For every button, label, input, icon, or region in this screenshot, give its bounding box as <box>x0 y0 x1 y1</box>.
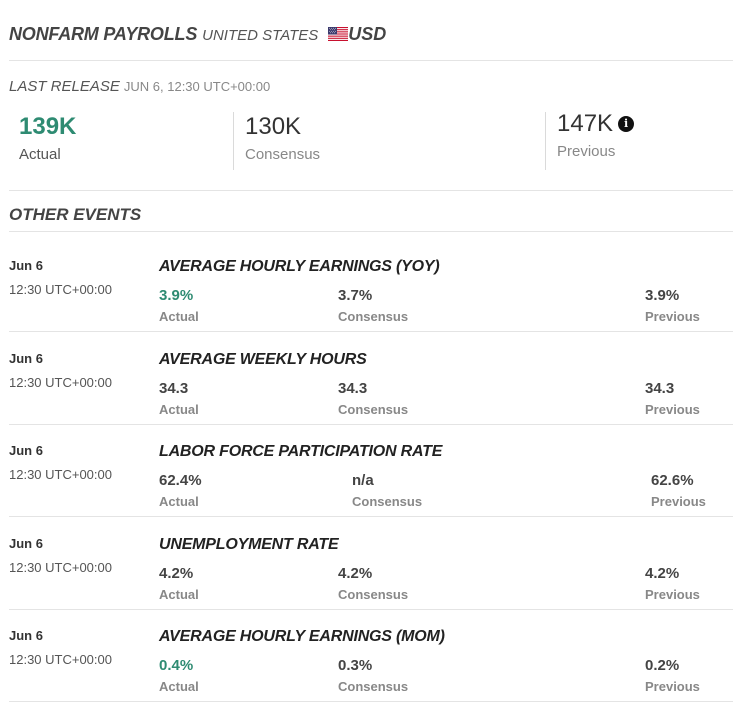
event-name[interactable]: UNEMPLOYMENT RATE <box>159 535 339 553</box>
event-previous-value: 62.6% <box>651 472 694 489</box>
event-consensus-value: n/a <box>352 472 374 489</box>
event-previous-value: 0.2% <box>645 657 680 674</box>
event-previous-label: Previous <box>645 586 700 602</box>
event-actual-value: 4.2% <box>159 564 194 582</box>
event-consensus: 4.2% Consensus <box>338 564 408 606</box>
event-previous-value: 4.2% <box>645 564 680 582</box>
event-consensus-label: Consensus <box>338 309 409 324</box>
event-actual: 3.9% Actual <box>159 286 199 328</box>
event-time: 12:30 UTC+00:00 <box>9 467 112 482</box>
us-flag-icon <box>328 27 349 41</box>
event-previous: 4.2% Previous <box>645 564 700 606</box>
event-previous-label: Previous <box>645 401 700 417</box>
stat-separator <box>233 112 234 170</box>
event-consensus-label: Consensus <box>338 679 409 694</box>
event-previous: 62.6% Previous <box>651 471 706 513</box>
event-name[interactable]: AVERAGE WEEKLY HOURS <box>159 350 367 368</box>
info-icon[interactable]: i <box>618 116 635 132</box>
event-previous: 34.3 Previous <box>645 379 700 421</box>
event-country: UNITED STATES <box>202 27 319 44</box>
event-title: NONFARM PAYROLLS <box>9 24 198 44</box>
event-previous: 0.2% Previous <box>645 656 700 698</box>
event-consensus-label: Consensus <box>352 494 423 509</box>
event-date: Jun 6 <box>9 350 43 366</box>
event-time: 12:30 UTC+00:00 <box>9 652 112 667</box>
event-actual-label: Actual <box>159 679 199 694</box>
event-header: NONFARM PAYROLLS UNITED STATES USD <box>9 24 733 52</box>
event-time: 12:30 UTC+00:00 <box>9 282 112 297</box>
event-consensus: 0.3% Consensus <box>338 656 408 698</box>
event-previous-value: 34.3 <box>645 379 675 397</box>
event-previous-value: 3.9% <box>645 287 680 304</box>
stat-consensus-label: Consensus <box>245 146 321 163</box>
event-consensus: n/a Consensus <box>352 471 422 513</box>
event-consensus: 3.7% Consensus <box>338 286 408 328</box>
event-actual-value: 34.3 <box>159 379 189 397</box>
last-release-date: JUN 6, 12:30 UTC+00:00 <box>123 79 271 94</box>
event-consensus: 34.3 Consensus <box>338 379 408 421</box>
event-row[interactable]: Jun 6 12:30 UTC+00:00 AVERAGE HOURLY EARNI… <box>9 240 733 332</box>
stat-previous: 147K i Previous <box>557 109 635 167</box>
event-consensus-label: Consensus <box>338 401 409 417</box>
event-date: Jun 6 <box>9 258 43 273</box>
header-divider <box>9 60 733 61</box>
other-events-title: OTHER EVENTS <box>9 205 142 224</box>
event-row[interactable]: Jun 6 12:30 UTC+00:00 AVERAGE WEEKLY HOURS… <box>9 333 733 425</box>
event-actual-value: 62.4% <box>159 472 202 489</box>
event-actual-value: 0.4% <box>159 657 194 674</box>
event-time: 12:30 UTC+00:00 <box>9 559 112 575</box>
event-row[interactable]: Jun 6 12:30 UTC+00:00 UNEMPLOYMENT RATE 4.2… <box>9 518 733 610</box>
stat-consensus-value: 130K <box>245 113 302 140</box>
event-name[interactable]: AVERAGE HOURLY EARNINGS (YOY) <box>159 258 440 275</box>
stat-previous-value: 147K <box>557 110 614 137</box>
stat-separator <box>545 112 546 170</box>
event-consensus-value: 4.2% <box>338 564 373 582</box>
event-currency: USD <box>348 24 387 44</box>
event-actual: 34.3 Actual <box>159 379 199 421</box>
event-previous-label: Previous <box>651 494 706 509</box>
stats-divider <box>9 190 733 191</box>
event-previous: 3.9% Previous <box>645 286 700 328</box>
stat-previous-label: Previous <box>557 143 616 160</box>
event-consensus-value: 3.7% <box>338 287 373 304</box>
stat-consensus: 130K Consensus <box>245 112 320 170</box>
event-actual: 0.4% Actual <box>159 656 199 698</box>
event-time: 12:30 UTC+00:00 <box>9 374 112 390</box>
event-row[interactable]: Jun 6 12:30 UTC+00:00 AVERAGE HOURLY EARNI… <box>9 610 733 702</box>
event-actual-label: Actual <box>159 586 199 602</box>
event-date: Jun 6 <box>9 535 43 551</box>
last-release: LAST RELEASE JUN 6, 12:30 UTC+00:00 <box>9 78 270 95</box>
event-actual-label: Actual <box>159 401 199 417</box>
section-divider <box>9 231 733 232</box>
event-consensus-value: 0.3% <box>338 657 373 674</box>
last-release-label: LAST RELEASE <box>9 78 120 95</box>
event-previous-label: Previous <box>645 309 700 324</box>
event-date: Jun 6 <box>9 443 43 458</box>
stat-actual: 139K Actual <box>19 112 76 170</box>
event-actual-value: 3.9% <box>159 287 194 304</box>
event-actual-label: Actual <box>159 494 199 509</box>
stat-actual-label: Actual <box>19 146 61 163</box>
event-consensus-value: 34.3 <box>338 379 368 397</box>
event-row[interactable]: Jun 6 12:30 UTC+00:00 LABOR FORCE PARTICIP… <box>9 425 733 517</box>
event-actual: 4.2% Actual <box>159 564 199 606</box>
event-name[interactable]: LABOR FORCE PARTICIPATION RATE <box>159 443 443 460</box>
stat-actual-value: 139K <box>19 113 77 140</box>
event-date: Jun 6 <box>9 628 43 643</box>
event-actual-label: Actual <box>159 309 199 324</box>
event-actual: 62.4% Actual <box>159 471 202 513</box>
event-name[interactable]: AVERAGE HOURLY EARNINGS (MOM) <box>159 628 445 645</box>
event-consensus-label: Consensus <box>338 586 409 602</box>
event-previous-label: Previous <box>645 679 700 694</box>
